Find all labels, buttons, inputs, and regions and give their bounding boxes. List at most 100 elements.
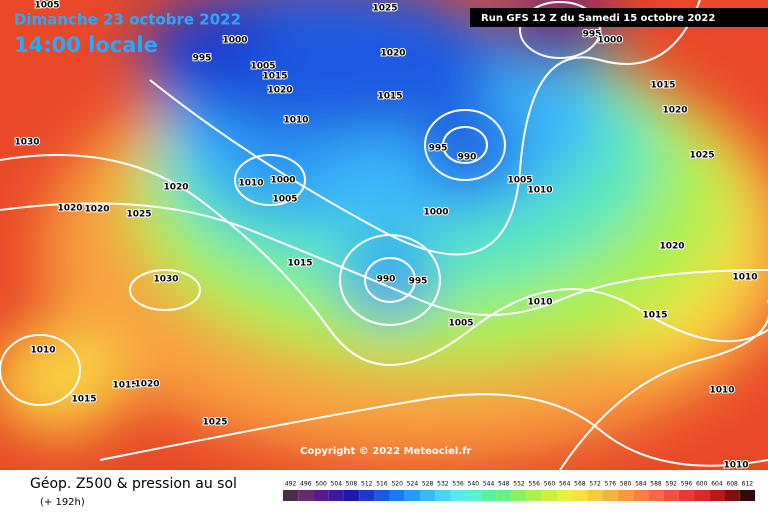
scale-label: 560 bbox=[544, 481, 556, 488]
scale-swatch bbox=[359, 490, 375, 501]
scale-swatch bbox=[572, 490, 588, 501]
scale-label: 500 bbox=[315, 481, 327, 488]
isobar-label: 1010 bbox=[527, 186, 552, 196]
scale-label: 544 bbox=[483, 481, 495, 488]
isobar-label: 1000 bbox=[597, 36, 622, 46]
isobar-label: 1015 bbox=[112, 381, 137, 391]
isobar-label: 1000 bbox=[270, 176, 295, 186]
scale-swatch bbox=[557, 490, 573, 501]
scale-swatch bbox=[374, 490, 390, 501]
isobar-label: 1015 bbox=[262, 72, 287, 82]
scale-label: 532 bbox=[437, 481, 449, 488]
isobar-label: 1010 bbox=[732, 273, 757, 283]
isobar-label: 1010 bbox=[723, 461, 748, 471]
scale-swatch bbox=[298, 490, 314, 501]
isobars bbox=[0, 0, 768, 470]
scale-swatch bbox=[283, 490, 299, 501]
isobar-label: 1005 bbox=[272, 195, 297, 205]
scale-swatch bbox=[328, 490, 344, 501]
isobar-label: 1005 bbox=[34, 1, 59, 11]
date-label: Dimanche 23 octobre 2022 bbox=[14, 11, 241, 29]
footer-title: Géop. Z500 & pression au sol bbox=[30, 476, 237, 492]
scale-label: 504 bbox=[331, 481, 343, 488]
scale-swatch bbox=[541, 490, 558, 501]
scale-swatch bbox=[420, 490, 436, 501]
map-field bbox=[0, 0, 768, 470]
scale-swatch bbox=[633, 490, 649, 501]
isobar-label: 1020 bbox=[267, 86, 292, 96]
isobar-label: 1025 bbox=[689, 151, 714, 161]
scale-label: 584 bbox=[635, 481, 647, 488]
scale-swatch bbox=[343, 490, 360, 501]
scale-swatch bbox=[496, 490, 512, 501]
isobar-label: 1020 bbox=[57, 204, 82, 214]
scale-label: 572 bbox=[589, 481, 601, 488]
scale-label: 596 bbox=[681, 481, 693, 488]
scale-swatch bbox=[739, 490, 755, 501]
scale-label: 580 bbox=[620, 481, 632, 488]
isobar-label: 995 bbox=[409, 277, 428, 287]
isobar-label: 990 bbox=[377, 275, 396, 285]
scale-label: 588 bbox=[650, 481, 662, 488]
scale-label: 512 bbox=[361, 481, 373, 488]
isobar-label: 1005 bbox=[448, 319, 473, 329]
scale-swatch bbox=[450, 490, 466, 501]
isobar-label: 1015 bbox=[377, 92, 402, 102]
copyright: Copyright © 2022 Meteociel.fr bbox=[300, 446, 471, 457]
isobar-label: 1005 bbox=[507, 176, 532, 186]
scale-label: 536 bbox=[452, 481, 464, 488]
isobar-label: 1030 bbox=[153, 275, 178, 285]
scale-swatch bbox=[465, 490, 481, 501]
isobar-label: 1010 bbox=[283, 116, 308, 126]
scale-swatch bbox=[389, 490, 405, 501]
isobar-label: 1025 bbox=[372, 4, 397, 14]
scale-swatch bbox=[617, 490, 634, 501]
scale-label: 592 bbox=[666, 481, 678, 488]
scale-label: 520 bbox=[391, 481, 403, 488]
isobar-label: 1000 bbox=[222, 36, 247, 46]
scale-label: 552 bbox=[513, 481, 525, 488]
isobar-label: 1020 bbox=[380, 49, 405, 59]
run-label: Run GFS 12 Z du Samedi 15 octobre 2022 bbox=[481, 13, 715, 24]
scale-swatch bbox=[709, 490, 725, 501]
isobar-label: 1020 bbox=[134, 380, 159, 390]
time-label: 14:00 locale bbox=[14, 33, 158, 57]
isobar-label: 995 bbox=[193, 54, 212, 64]
scale-swatch bbox=[587, 490, 603, 501]
isobar-label: 1010 bbox=[238, 179, 263, 189]
footer-lead: (+ 192h) bbox=[40, 497, 85, 508]
scale-label: 524 bbox=[407, 481, 419, 488]
isobar-label: 1030 bbox=[14, 138, 39, 148]
isobar-label: 1010 bbox=[527, 298, 552, 308]
isobar-label: 1015 bbox=[642, 311, 667, 321]
scale-label: 516 bbox=[376, 481, 388, 488]
scale-label: 508 bbox=[346, 481, 358, 488]
scale-swatch bbox=[511, 490, 527, 501]
scale-swatch bbox=[663, 490, 679, 501]
scale-swatch bbox=[724, 490, 740, 501]
isobar-label: 1000 bbox=[423, 208, 448, 218]
isobar-label: 1015 bbox=[650, 81, 675, 91]
isobar-label: 1020 bbox=[659, 242, 684, 252]
scale-swatch bbox=[435, 490, 451, 501]
isobar-label: 1010 bbox=[30, 346, 55, 356]
isobar-label: 1020 bbox=[84, 205, 109, 215]
scale-swatch bbox=[694, 490, 710, 501]
isobar-label: 1025 bbox=[126, 210, 151, 220]
isobar-label: 1015 bbox=[287, 259, 312, 269]
scale-label: 612 bbox=[742, 481, 754, 488]
scale-swatch bbox=[678, 490, 695, 501]
isobar-label: 1010 bbox=[709, 386, 734, 396]
scale-label: 608 bbox=[726, 481, 738, 488]
scale-label: 604 bbox=[711, 481, 723, 488]
scale-label: 564 bbox=[559, 481, 571, 488]
scale-label: 492 bbox=[285, 481, 297, 488]
scale-swatch bbox=[480, 490, 497, 501]
isobar-label: 995 bbox=[583, 30, 602, 40]
scale-label: 576 bbox=[605, 481, 617, 488]
scale-label: 496 bbox=[300, 481, 312, 488]
isobar-label: 1020 bbox=[163, 183, 188, 193]
scale-swatch bbox=[313, 490, 329, 501]
